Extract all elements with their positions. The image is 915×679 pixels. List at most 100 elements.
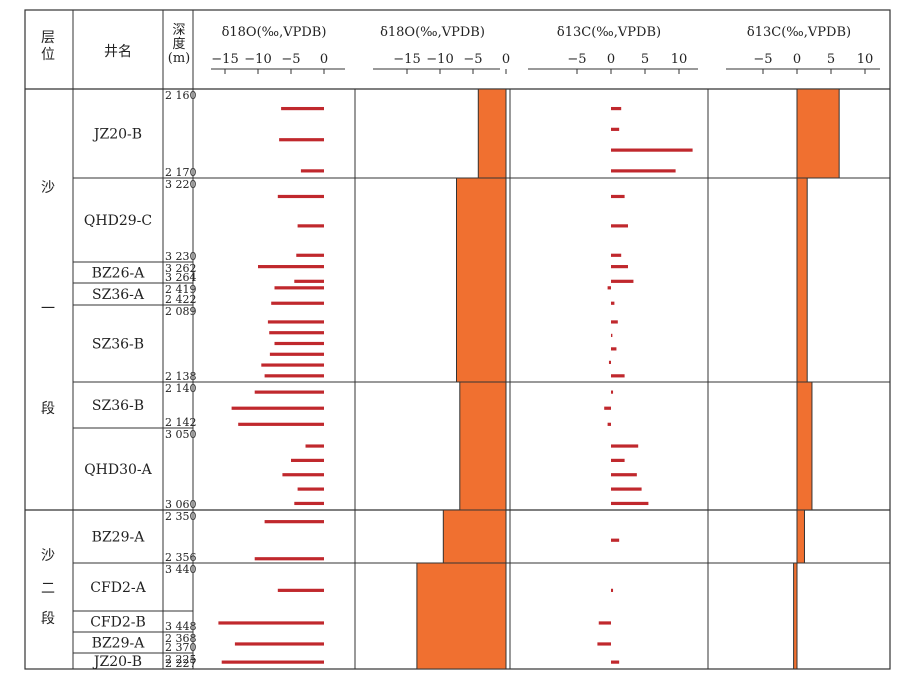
sample-bar <box>607 422 611 426</box>
tick-label: 5 <box>641 52 649 67</box>
depth-bottom: 2 422 <box>165 293 197 306</box>
depth-bottom: 2 370 <box>165 641 197 654</box>
sample-bar <box>611 347 617 351</box>
depth-top: 2 350 <box>165 510 197 523</box>
sample-bar <box>258 265 324 269</box>
panel-title: δ13C(‰,VPDB) <box>747 25 851 40</box>
well-rows: JZ20-B 2 160 2 170 QHD29-C 3 220 3 230 BZ26-A 3… <box>84 89 197 670</box>
layer-char: 沙 <box>41 548 55 564</box>
sample-bar <box>611 501 649 506</box>
well-name: SZ36-B <box>92 398 144 414</box>
well-name: JZ20-B <box>92 654 142 670</box>
tick-label: 0 <box>320 52 328 67</box>
sample-bar <box>611 588 614 592</box>
layer-char: 沙 <box>41 180 55 196</box>
sample-bar <box>297 224 324 228</box>
sample-bar <box>611 444 639 448</box>
layer-char: 二 <box>41 581 55 597</box>
depth-top: 2 160 <box>165 89 197 102</box>
well-name: CFD2-A <box>90 580 146 596</box>
sample-bar <box>611 253 622 257</box>
sample-bar <box>254 390 324 394</box>
depth-bottom: 2 142 <box>165 416 197 429</box>
depth-top: 3 050 <box>165 428 197 441</box>
layer-char: 段 <box>41 401 55 417</box>
depth-top: 3 220 <box>165 178 197 191</box>
sample-bar <box>611 660 620 664</box>
sample-bar <box>279 138 324 142</box>
tick-label: −5 <box>281 52 300 67</box>
sample-bar <box>611 169 676 173</box>
well-name: QHD30-A <box>84 462 152 478</box>
sample-bar <box>611 265 628 269</box>
sample-bar <box>611 320 618 324</box>
mean-bar <box>796 88 840 179</box>
mean-bar <box>796 509 805 564</box>
table-row: CFD2-B 3 448 <box>90 615 196 634</box>
depth-bottom: 2 138 <box>165 370 197 383</box>
tick-label: 10 <box>857 52 874 67</box>
sample-bar <box>297 487 324 491</box>
depth-top: 2 368 <box>165 632 197 645</box>
sample-bar <box>282 473 324 477</box>
mean-bar <box>796 381 813 511</box>
table-row: QHD29-C 3 220 3 230 <box>84 178 197 263</box>
table-row: BZ29-A 2 350 2 356 <box>92 510 197 564</box>
well-name: SZ36-A <box>92 287 145 303</box>
sample-bar <box>277 194 324 199</box>
sample-bar <box>238 422 324 426</box>
well-name: CFD2-B <box>90 615 146 631</box>
sample-bar <box>611 148 693 152</box>
table-row: SZ36-B 2 140 2 142 <box>92 382 197 429</box>
layer-char: 段 <box>41 611 55 627</box>
table-row: SZ36-B 2 089 2 138 <box>92 305 197 383</box>
well-name: JZ20-B <box>92 127 142 143</box>
well-name: BZ29-A <box>92 636 146 652</box>
sample-bar <box>274 341 324 346</box>
sample-bar <box>611 106 622 111</box>
sample-bar <box>221 660 324 664</box>
panel-title: δ18O(‰,VPDB) <box>222 25 327 40</box>
mean-bar <box>796 177 808 383</box>
depth-top: 2 419 <box>165 283 197 296</box>
mean-bar <box>416 562 507 670</box>
sample-bar <box>611 127 620 131</box>
depth-top: 3 440 <box>165 563 197 576</box>
depth-bottom: 3 060 <box>165 498 197 511</box>
depth-bottom: 2 227 <box>165 657 197 670</box>
panel-title: δ18O(‰,VPDB) <box>380 25 485 40</box>
sample-bar <box>607 286 611 290</box>
layer-char: 一 <box>41 301 55 317</box>
sample-bar <box>611 390 614 394</box>
header-well: 井名 <box>104 44 132 60</box>
tick-label: −5 <box>567 52 586 67</box>
depth-bottom: 3 264 <box>165 271 197 284</box>
panel-title: δ13C(‰,VPDB) <box>557 25 661 40</box>
sample-bar <box>269 352 324 356</box>
sample-bar <box>611 279 634 283</box>
sample-bar <box>234 642 324 646</box>
well-name: BZ29-A <box>92 530 146 546</box>
tick-label: −15 <box>393 52 420 67</box>
sample-bar <box>271 301 324 305</box>
mean-bar <box>793 562 798 670</box>
depth-bottom: 2 356 <box>165 551 197 564</box>
sample-bar <box>604 406 611 410</box>
tick-label: 0 <box>502 52 510 67</box>
depth-top: 2 089 <box>165 305 197 318</box>
table-row: CFD2-A 3 440 <box>90 563 196 596</box>
sample-bar <box>267 320 324 324</box>
depth-bottom: 3 230 <box>165 250 197 263</box>
tick-label: 0 <box>607 52 615 67</box>
sample-bar <box>611 473 637 477</box>
sample-bar <box>608 360 611 364</box>
header-layer: 层位 <box>41 30 55 63</box>
sample-bar <box>611 194 625 199</box>
sample-bar <box>269 331 324 335</box>
